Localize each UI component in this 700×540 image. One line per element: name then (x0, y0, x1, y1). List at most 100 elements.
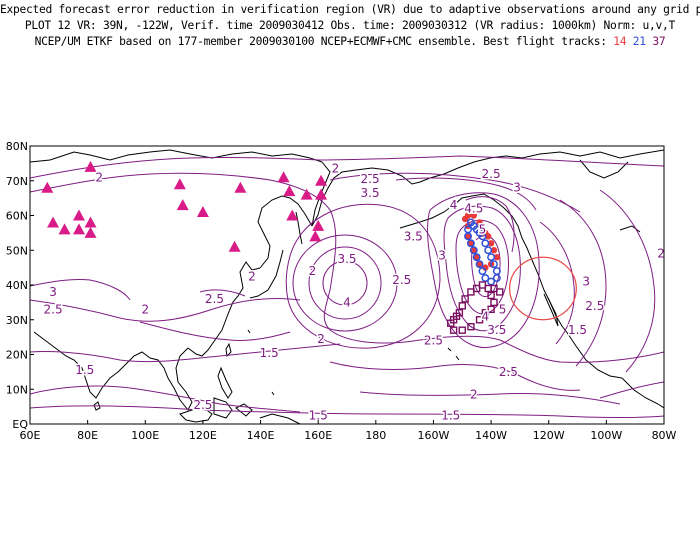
track-21-label: 21 (632, 35, 646, 48)
contour-label: 4.5 (464, 202, 483, 216)
observation-site-triangle (228, 240, 241, 252)
observation-site-triangle (309, 230, 322, 242)
contour-label: 2.5 (392, 273, 411, 287)
contour-label: 2.5 (193, 398, 212, 412)
lon-label: 80E (77, 429, 98, 442)
track-37-point (467, 288, 475, 296)
lat-label: 10N (6, 383, 28, 396)
vr-circle (509, 256, 577, 321)
track-14-point (482, 264, 489, 271)
track-14-point (476, 219, 483, 226)
coastlines (30, 149, 664, 424)
track-37-point (467, 323, 475, 331)
contour-label: 3.5 (487, 323, 506, 337)
lat-label: 60N (6, 210, 28, 223)
contour-label: 1.5 (309, 408, 328, 422)
lon-label: 100W (590, 429, 622, 442)
contour-label: 4 (450, 198, 458, 212)
track-21-point (478, 267, 487, 276)
observation-site-triangle (58, 223, 71, 235)
track-37-point (490, 298, 498, 307)
contour-label: 2.5 (499, 365, 518, 379)
contour-label: 1.5 (75, 363, 94, 377)
contour-label: 5 (479, 222, 487, 236)
contour-label: 2.5 (585, 299, 604, 313)
lon-label: 140E (247, 429, 275, 442)
contour-label: 2.5 (44, 302, 63, 316)
plot-title-line-3: NCEP/UM ETKF based on 177-member 2009030… (0, 35, 700, 48)
track-21-point (466, 239, 475, 248)
contour-label: 3 (49, 285, 57, 299)
plot-title-line-1: Expected forecast error reduction in ver… (0, 3, 700, 16)
track-14-point (470, 212, 477, 219)
contour-label: 2 (657, 247, 665, 261)
track-37-point (487, 305, 495, 314)
track-21-point (478, 232, 487, 241)
contour-label: 3.5 (404, 229, 423, 243)
lon-label: 120W (533, 429, 565, 442)
track-14-point (464, 233, 472, 240)
contour-label: 4 (343, 295, 351, 309)
track-37-point (458, 326, 466, 334)
contour-label: 2 (309, 264, 317, 278)
track-21-point (487, 277, 496, 286)
track-37-point (487, 291, 495, 300)
track-21-point (464, 225, 472, 234)
track-14-point (476, 260, 483, 268)
track-21-point (481, 239, 490, 248)
observation-site-triangle (234, 181, 247, 193)
lon-label: 160W (418, 429, 450, 442)
track-21-point (490, 260, 498, 269)
observation-sites (41, 160, 328, 252)
contour-label: 1.5 (260, 346, 279, 360)
observation-site-triangle (173, 178, 186, 190)
contour-label: 3.5 (361, 186, 380, 200)
observation-site-triangle (84, 160, 97, 172)
contour-label: 2.5 (482, 167, 501, 181)
track-37-point (447, 319, 455, 327)
track-21-point (481, 274, 490, 282)
track-21-point (475, 260, 484, 269)
contour-label: 2 (470, 387, 478, 401)
observation-site-triangle (286, 209, 299, 221)
observation-site-triangle (47, 216, 60, 228)
track-37-point (458, 302, 466, 310)
track-37-point (461, 295, 469, 303)
lon-label: 100E (131, 429, 159, 442)
contour-label: 3 (582, 275, 590, 289)
track-14-point (470, 247, 477, 254)
lat-label: 30N (6, 314, 28, 327)
observation-site-triangle (84, 226, 97, 238)
track-21-point (492, 274, 501, 282)
lon-label: 80W (652, 429, 677, 442)
track-21-point (487, 253, 496, 262)
lat-label: 70N (6, 175, 28, 188)
observation-site-triangle (277, 171, 290, 183)
observation-site-triangle (300, 188, 313, 200)
lon-label: 120E (189, 429, 217, 442)
track-14-point (473, 254, 480, 261)
track-14-point (493, 254, 501, 261)
contour-labels: 22 2.53.52.534 4.553.533.52.54222.5232.521… (42, 160, 666, 424)
contour-label: 2.5 (205, 292, 224, 306)
track-14-point (467, 240, 475, 247)
observation-site-triangle (315, 174, 328, 186)
observation-site-triangle (41, 181, 54, 193)
lat-label: 50N (6, 244, 28, 257)
observation-site-triangle (72, 223, 85, 235)
track-14-label: 14 (613, 35, 627, 48)
observation-site-triangle (283, 185, 296, 197)
lat-label: 80N (6, 140, 28, 153)
observation-site-triangle (196, 206, 209, 218)
contour-label: 5 (499, 302, 507, 316)
contour-label: 3.5 (337, 252, 356, 266)
lat-label: EQ (12, 418, 28, 431)
track-37-point (496, 288, 504, 296)
track-21-point (469, 246, 478, 255)
contour-label: 2 (317, 332, 325, 346)
contour-label: 3 (438, 248, 446, 262)
track-14-point (485, 233, 492, 240)
contour-label: 2.5 (424, 334, 443, 348)
